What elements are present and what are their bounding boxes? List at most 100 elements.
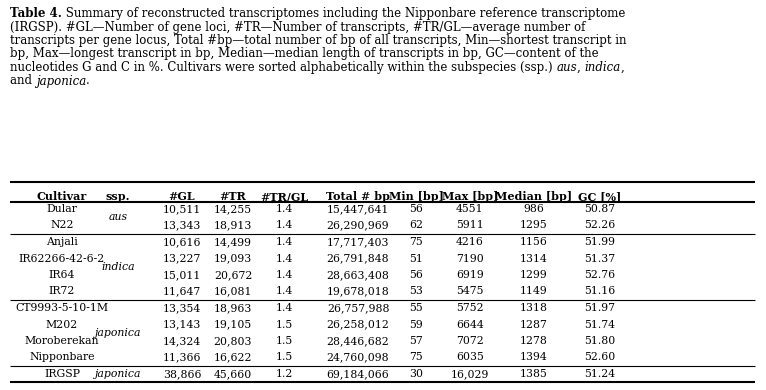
Text: 1.5: 1.5 — [275, 353, 293, 362]
Text: 52.76: 52.76 — [584, 270, 616, 280]
Text: 13,343: 13,343 — [163, 220, 201, 230]
Text: 28,663,408: 28,663,408 — [326, 270, 389, 280]
Text: 1278: 1278 — [520, 336, 548, 346]
Text: 16,081: 16,081 — [214, 287, 252, 296]
Text: Nipponbare: Nipponbare — [29, 353, 95, 362]
Text: 1.4: 1.4 — [275, 237, 293, 247]
Text: 7072: 7072 — [456, 336, 484, 346]
Text: 1314: 1314 — [520, 254, 548, 264]
Text: 26,791,848: 26,791,848 — [326, 254, 389, 264]
Text: 6919: 6919 — [456, 270, 484, 280]
Text: 51.80: 51.80 — [584, 336, 616, 346]
Text: 1.4: 1.4 — [275, 204, 293, 214]
Text: 51.37: 51.37 — [584, 254, 616, 264]
Text: 1.4: 1.4 — [275, 303, 293, 313]
Text: 13,227: 13,227 — [163, 254, 201, 264]
Text: Anjali: Anjali — [46, 237, 78, 247]
Text: 75: 75 — [409, 237, 423, 247]
Text: japonica: japonica — [36, 74, 86, 87]
Text: Table 4.: Table 4. — [10, 7, 62, 20]
Text: 4551: 4551 — [457, 204, 484, 214]
Text: 1385: 1385 — [520, 369, 548, 379]
Text: 56: 56 — [409, 270, 423, 280]
Text: 19,093: 19,093 — [214, 254, 252, 264]
Text: 986: 986 — [524, 204, 545, 214]
Text: 11,647: 11,647 — [163, 287, 201, 296]
Text: indica: indica — [101, 262, 135, 272]
Text: 14,499: 14,499 — [214, 237, 252, 247]
Text: 13,354: 13,354 — [163, 303, 201, 313]
Text: 15,447,641: 15,447,641 — [327, 204, 389, 214]
Text: 1.4: 1.4 — [275, 220, 293, 230]
Text: ssp.: ssp. — [106, 191, 130, 202]
Text: 69,184,066: 69,184,066 — [326, 369, 389, 379]
Text: aus: aus — [556, 61, 577, 74]
Text: 1149: 1149 — [520, 287, 548, 296]
Text: IRGSP: IRGSP — [44, 369, 80, 379]
Text: 51.74: 51.74 — [584, 319, 616, 330]
Text: 53: 53 — [409, 287, 423, 296]
Text: 45,660: 45,660 — [214, 369, 252, 379]
Text: nucleotides G and C in %. Cultivars were sorted alphabetically within the subspe: nucleotides G and C in %. Cultivars were… — [10, 61, 556, 74]
Text: 75: 75 — [409, 353, 423, 362]
Text: Dular: Dular — [47, 204, 77, 214]
Text: 6035: 6035 — [456, 353, 484, 362]
Text: ,: , — [577, 61, 584, 74]
Text: 13,143: 13,143 — [163, 319, 201, 330]
Text: 56: 56 — [409, 204, 423, 214]
Text: IR72: IR72 — [49, 287, 75, 296]
Text: 5911: 5911 — [456, 220, 484, 230]
Text: 11,366: 11,366 — [162, 353, 201, 362]
Text: 7190: 7190 — [456, 254, 484, 264]
Text: 14,324: 14,324 — [163, 336, 201, 346]
Text: 19,678,018: 19,678,018 — [326, 287, 389, 296]
Text: 5752: 5752 — [457, 303, 484, 313]
Text: 1.5: 1.5 — [275, 336, 293, 346]
Text: M202: M202 — [46, 319, 78, 330]
Text: 1295: 1295 — [520, 220, 548, 230]
Text: 62: 62 — [409, 220, 423, 230]
Text: japonica: japonica — [95, 328, 141, 338]
Text: Max [bp]: Max [bp] — [442, 191, 498, 202]
Text: IR62266-42-6-2: IR62266-42-6-2 — [19, 254, 105, 264]
Text: Total # bp: Total # bp — [326, 191, 390, 202]
Text: 20,803: 20,803 — [214, 336, 252, 346]
Text: and: and — [10, 74, 36, 87]
Text: 50.87: 50.87 — [584, 204, 616, 214]
Text: 30: 30 — [409, 369, 423, 379]
Text: #GL: #GL — [169, 191, 195, 202]
Text: 26,757,988: 26,757,988 — [327, 303, 389, 313]
Text: indica: indica — [584, 61, 620, 74]
Text: 38,866: 38,866 — [162, 369, 201, 379]
Text: 1156: 1156 — [520, 237, 548, 247]
Text: 1287: 1287 — [520, 319, 548, 330]
Text: 51.16: 51.16 — [584, 287, 616, 296]
Text: 1.4: 1.4 — [275, 287, 293, 296]
Text: (IRGSP). #GL—Number of gene loci, #TR—Number of transcripts, #TR/GL—average numb: (IRGSP). #GL—Number of gene loci, #TR—Nu… — [10, 21, 585, 34]
Text: 18,913: 18,913 — [214, 220, 252, 230]
Text: 6644: 6644 — [456, 319, 484, 330]
Text: 16,029: 16,029 — [451, 369, 489, 379]
Text: 26,258,012: 26,258,012 — [326, 319, 389, 330]
Text: Min [bp]: Min [bp] — [388, 191, 444, 202]
Text: 1.5: 1.5 — [275, 319, 293, 330]
Text: 24,760,098: 24,760,098 — [326, 353, 389, 362]
Text: 20,672: 20,672 — [214, 270, 252, 280]
Text: 10,616: 10,616 — [162, 237, 201, 247]
Text: .: . — [86, 74, 90, 87]
Text: Median [bp]: Median [bp] — [496, 191, 572, 202]
Text: 52.60: 52.60 — [584, 353, 616, 362]
Text: 55: 55 — [409, 303, 423, 313]
Text: #TR: #TR — [220, 191, 247, 202]
Text: 1.4: 1.4 — [275, 254, 293, 264]
Text: 51.97: 51.97 — [584, 303, 616, 313]
Text: japonica: japonica — [95, 369, 141, 379]
Text: 18,963: 18,963 — [214, 303, 252, 313]
Text: #TR/GL: #TR/GL — [260, 191, 308, 202]
Text: 14,255: 14,255 — [214, 204, 252, 214]
Text: 10,511: 10,511 — [163, 204, 201, 214]
Text: Cultivar: Cultivar — [37, 191, 87, 202]
Text: N22: N22 — [51, 220, 74, 230]
Text: 26,290,969: 26,290,969 — [326, 220, 389, 230]
Text: 51: 51 — [409, 254, 423, 264]
